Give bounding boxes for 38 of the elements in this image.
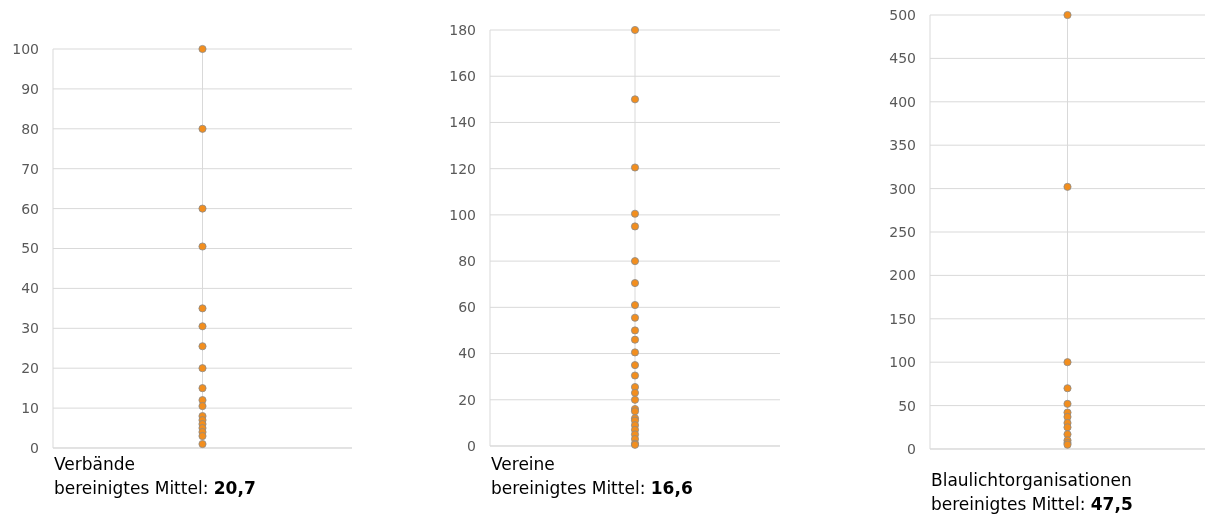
- y-tick-label: 250: [889, 223, 916, 240]
- y-tick-label: 50: [898, 397, 916, 414]
- y-tick-label: 100: [889, 354, 916, 371]
- text: Vereine: [491, 454, 555, 474]
- y-tick-label: 0: [467, 437, 476, 454]
- y-tick-label: 10: [21, 400, 39, 416]
- y-tick-label: 20: [21, 360, 39, 377]
- y-tick-label: 60: [458, 299, 476, 316]
- y-tick-label: 40: [21, 280, 39, 297]
- y-tick-label: 80: [458, 253, 476, 270]
- text: Blaulichtorganisationen: [931, 470, 1132, 490]
- y-tick-label: 350: [889, 137, 916, 154]
- y-tick-label: 100: [449, 206, 476, 223]
- y-tick-label: 20: [458, 391, 476, 408]
- y-tick-label: 70: [21, 160, 39, 177]
- y-tick-label: 140: [449, 114, 476, 131]
- y-tick-label: 90: [21, 80, 39, 97]
- text: bereinigtes Mittel: 20,7: [54, 478, 256, 498]
- text: bereinigtes Mittel: 16,6: [491, 478, 693, 498]
- y-tick-label: 300: [889, 180, 916, 197]
- y-tick-label: 100: [12, 40, 39, 57]
- y-tick-label: 400: [889, 93, 916, 110]
- y-tick-label: 160: [449, 68, 476, 85]
- y-tick-label: 50: [21, 240, 39, 257]
- y-tick-label: 150: [889, 310, 916, 327]
- y-tick-label: 40: [458, 345, 476, 362]
- y-tick-label: 500: [889, 6, 916, 23]
- y-tick-label: 30: [21, 320, 39, 337]
- y-tick-label: 180: [449, 21, 476, 38]
- y-tick-label: 0: [907, 440, 916, 457]
- y-tick-label: 80: [21, 120, 39, 137]
- text: bereinigtes Mittel: 47,5: [931, 494, 1133, 514]
- y-tick-label: 120: [449, 160, 476, 177]
- y-tick-label: 450: [889, 50, 916, 67]
- y-tick-label: 60: [21, 200, 39, 217]
- y-tick-label: 200: [889, 267, 916, 284]
- text: Verbände: [54, 454, 135, 474]
- y-tick-label: 0: [30, 439, 39, 456]
